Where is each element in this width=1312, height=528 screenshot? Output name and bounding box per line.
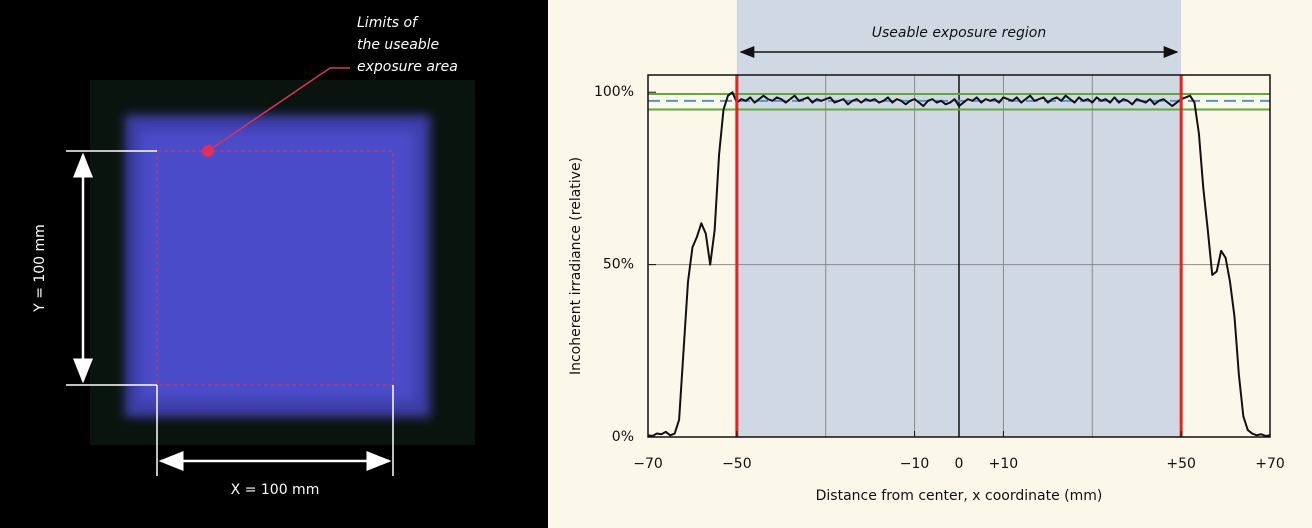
figure: Limits of the useable exposure area Y = … — [0, 0, 1312, 528]
x-tick-label: −50 — [722, 456, 752, 472]
x-dimension: X = 100 mm — [231, 482, 320, 498]
x-tick-label: −70 — [633, 456, 663, 472]
x-tick-label: +70 — [1255, 456, 1285, 472]
page: Limits of the useable exposure area Y = … — [0, 0, 1312, 528]
region-label: Useable exposure region — [872, 25, 1047, 41]
x-axis-label: Distance from center, x coordinate (mm) — [816, 488, 1103, 504]
x-tick-label: −10 — [900, 456, 930, 472]
y-axis-label: Incoherent irradiance (relative) — [568, 157, 584, 375]
x-tick-label: +50 — [1166, 456, 1196, 472]
annotation: Limits of — [357, 15, 419, 31]
annotation: the useable — [357, 37, 439, 53]
callout-dot — [202, 145, 214, 157]
x-tick-label: 0 — [955, 456, 964, 472]
lamp-core — [140, 130, 415, 400]
y-dimension: Y = 100 mm — [32, 224, 48, 313]
photo-panel: Limits of the useable exposure area Y = … — [0, 0, 548, 528]
y-tick-label: 50% — [603, 257, 634, 273]
annotation: exposure area — [357, 59, 458, 75]
y-tick-label: 0% — [612, 429, 634, 445]
y-tick-label: 100% — [594, 84, 634, 100]
x-tick-label: +10 — [989, 456, 1019, 472]
